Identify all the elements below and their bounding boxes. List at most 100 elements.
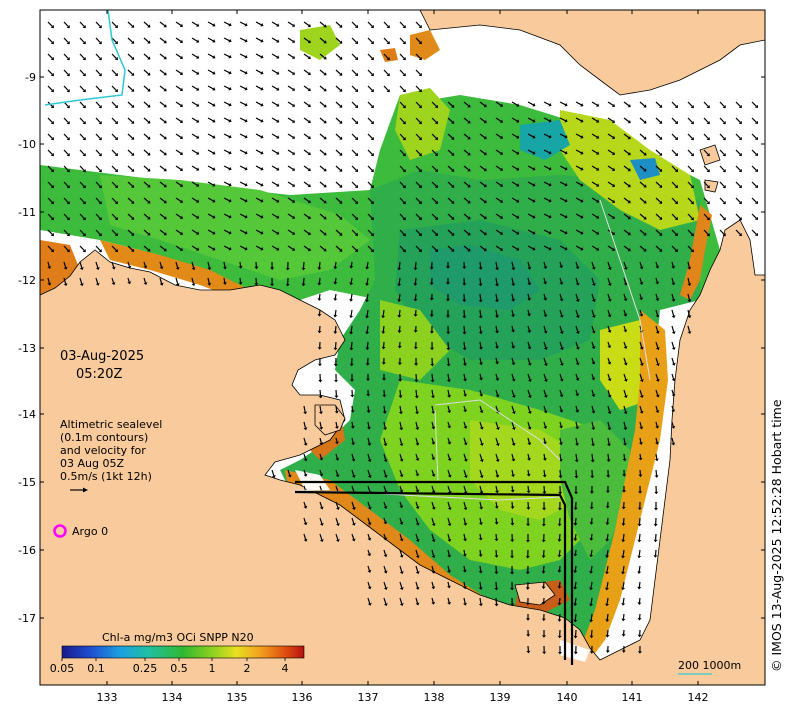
velocity-arrow: [543, 357, 547, 364]
velocity-arrow-head: [607, 378, 612, 382]
velocity-arrow: [639, 197, 645, 203]
velocity-arrow-head: [365, 363, 370, 366]
velocity-arrow: [175, 165, 182, 170]
velocity-arrow-head: [467, 168, 471, 172]
velocity-arrow-head: [350, 410, 355, 413]
velocity-arrow: [143, 149, 149, 155]
velocity-arrow-head: [228, 118, 232, 123]
velocity-arrow: [335, 405, 338, 412]
velocity-arrow: [383, 485, 387, 492]
velocity-arrow-head: [671, 425, 676, 429]
velocity-arrow: [495, 389, 499, 396]
velocity-arrow-head: [397, 362, 402, 366]
velocity-arrow-head: [260, 103, 264, 107]
velocity-arrow-head: [370, 72, 374, 77]
velocity-arrow-head: [285, 267, 290, 271]
velocity-arrow-head: [228, 214, 232, 219]
argo-legend: Argo 0: [53, 524, 108, 538]
velocity-arrow-head: [671, 393, 676, 397]
velocity-arrow-head: [722, 217, 726, 221]
velocity-arrow-head: [573, 651, 578, 655]
velocity-arrow-head: [367, 537, 372, 541]
velocity-arrow-head: [510, 522, 515, 526]
velocity-arrow: [207, 277, 210, 284]
velocity-arrow-head: [367, 522, 372, 526]
velocity-arrow-head: [271, 475, 276, 478]
velocity-arrow-head: [557, 619, 562, 622]
velocity-arrow-head: [179, 231, 183, 235]
velocity-arrow-head: [147, 56, 151, 60]
velocity-arrow: [431, 373, 434, 381]
velocity-arrow: [590, 629, 593, 636]
velocity-arrow: [575, 165, 582, 170]
velocity-arrow: [415, 229, 421, 235]
velocity-arrow-head: [499, 103, 504, 107]
velocity-arrow: [479, 341, 482, 348]
velocity-arrow-head: [591, 299, 596, 303]
velocity-arrow-head: [307, 55, 311, 60]
velocity-arrow-head: [301, 283, 306, 287]
velocity-arrow-head: [671, 331, 676, 335]
velocity-arrow-head: [526, 540, 530, 543]
velocity-arrow: [271, 245, 278, 250]
velocity-arrow-head: [542, 491, 547, 495]
velocity-arrow-head: [463, 425, 468, 429]
velocity-arrow-head: [564, 182, 568, 187]
velocity-arrow-head: [532, 199, 536, 203]
velocity-arrow: [223, 213, 230, 218]
velocity-arrow-head: [687, 266, 692, 270]
velocity-arrow: [127, 101, 133, 107]
velocity-arrow: [687, 293, 690, 300]
velocity-arrow-head: [383, 474, 388, 478]
velocity-arrow-head: [402, 233, 406, 237]
velocity-arrow-head: [207, 267, 212, 270]
velocity-arrow-head: [542, 507, 547, 511]
velocity-arrow: [463, 517, 466, 524]
velocity-arrow-head: [114, 120, 118, 124]
velocity-arrow-head: [244, 70, 248, 75]
velocity-arrow-head: [418, 24, 422, 29]
velocity-arrow: [351, 37, 357, 43]
velocity-arrow-head: [446, 331, 451, 335]
velocity-arrow: [687, 149, 693, 155]
velocity-arrow: [638, 517, 641, 524]
velocity-arrow-head: [511, 329, 515, 333]
velocity-arrow: [367, 437, 370, 444]
velocity-arrow-head: [430, 347, 435, 351]
velocity-arrow: [607, 101, 614, 106]
velocity-arrow-head: [495, 346, 499, 349]
velocity-arrow: [639, 437, 642, 443]
velocity-arrow-head: [260, 247, 264, 251]
velocity-arrow: [431, 117, 437, 123]
velocity-arrow: [591, 133, 598, 138]
velocity-arrow: [383, 581, 387, 588]
velocity-arrow-head: [339, 200, 343, 204]
velocity-arrow-head: [559, 314, 564, 318]
velocity-arrow-head: [370, 200, 374, 205]
velocity-arrow: [415, 85, 421, 91]
velocity-arrow-head: [623, 362, 628, 366]
velocity-arrow-head: [564, 150, 568, 155]
velocity-arrow-head: [196, 167, 200, 171]
velocity-arrow-head: [580, 199, 584, 203]
velocity-arrow-head: [317, 267, 322, 270]
velocity-arrow: [111, 181, 117, 187]
velocity-arrow-head: [659, 136, 663, 140]
velocity-arrow: [175, 277, 179, 284]
velocity-arrow: [527, 293, 530, 299]
velocity-arrow-head: [191, 283, 196, 287]
velocity-arrow-head: [575, 315, 580, 319]
velocity-arrow: [431, 165, 437, 171]
velocity-arrow: [271, 133, 278, 138]
velocity-arrow: [367, 469, 371, 476]
velocity-arrow-head: [352, 507, 356, 510]
velocity-arrow: [655, 405, 658, 411]
velocity-arrow: [303, 165, 310, 170]
velocity-arrow: [239, 53, 246, 58]
velocity-arrow: [303, 133, 310, 138]
velocity-arrow-head: [382, 411, 387, 414]
velocity-arrow: [463, 597, 466, 604]
velocity-arrow-head: [415, 506, 420, 510]
velocity-arrow-head: [596, 247, 600, 251]
velocity-arrow: [495, 581, 498, 588]
